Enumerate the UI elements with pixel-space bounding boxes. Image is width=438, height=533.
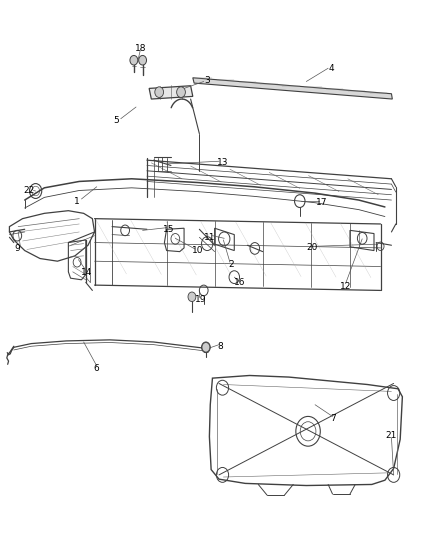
Text: 22: 22 [24,186,35,195]
Circle shape [130,55,138,65]
Text: 16: 16 [234,278,246,287]
Text: 2: 2 [228,261,234,269]
Text: 15: 15 [163,225,174,234]
Text: 4: 4 [329,64,335,72]
Circle shape [202,343,210,352]
Text: 12: 12 [340,281,351,290]
Text: 14: 14 [81,269,92,277]
Text: 11: 11 [204,233,215,242]
Text: 5: 5 [113,116,119,125]
Text: 6: 6 [94,364,99,373]
Circle shape [177,87,185,98]
Circle shape [139,55,147,65]
Polygon shape [193,78,392,99]
Text: 18: 18 [134,44,146,53]
Text: 10: 10 [192,246,204,255]
Polygon shape [149,86,193,99]
Text: 19: 19 [195,295,206,304]
Text: 9: 9 [14,245,20,254]
Text: 17: 17 [316,198,327,207]
Text: 1: 1 [74,197,80,206]
Text: 21: 21 [386,431,397,440]
Text: 7: 7 [331,414,336,423]
Text: 20: 20 [306,244,317,253]
Text: 8: 8 [217,342,223,351]
Text: 13: 13 [217,158,228,167]
Circle shape [188,292,196,302]
Circle shape [155,87,163,98]
Text: 3: 3 [204,76,210,85]
